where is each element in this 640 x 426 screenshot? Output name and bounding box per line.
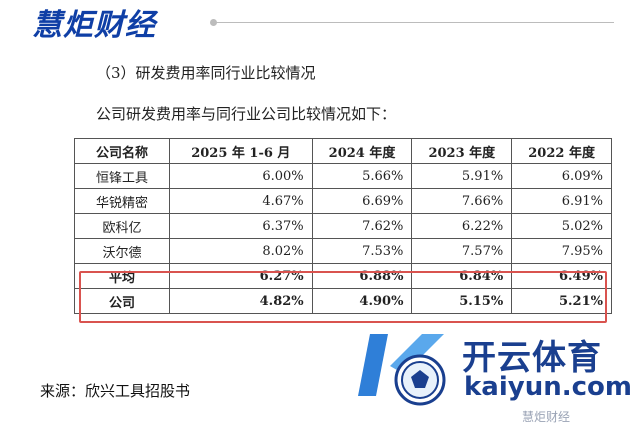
brand-name: 慧炬财经 [32, 8, 156, 43]
value-cell: 5.21% [511, 288, 612, 314]
header-cell: 2025 年 1-6 月 [169, 138, 313, 164]
header-cell: 公司名称 [74, 138, 170, 164]
company-name-cell: 沃尔德 [74, 238, 170, 264]
value-cell: 7.95% [511, 238, 612, 264]
comparison-table: 公司名称 2025 年 1-6 月 2024 年度 2023 年度 2022 年… [74, 138, 612, 314]
company-row: 公司 4.82% 4.90% 5.15% 5.21% [74, 288, 612, 314]
highlight-box [79, 271, 607, 323]
value-cell: 5.66% [311, 163, 413, 189]
watermark: 开云体育 kaiyun.com 慧炬财经 [352, 326, 640, 424]
section-heading: （3）研发费用率同行业比较情况 [96, 64, 316, 82]
value-cell: 6.37% [169, 213, 313, 239]
watermark-cn: 开云体育 [462, 338, 602, 378]
value-cell: 6.09% [511, 163, 612, 189]
table-row: 华锐精密 4.67% 6.69% 7.66% 6.91% [74, 188, 612, 214]
company-name-cell: 恒锋工具 [74, 163, 170, 189]
header-cell: 2023 年度 [411, 138, 513, 164]
value-cell: 6.91% [511, 188, 612, 214]
value-cell: 8.02% [169, 238, 313, 264]
header-divider [214, 22, 614, 23]
brand-logo: 慧炬财经 [32, 4, 156, 43]
value-cell: 6.00% [169, 163, 313, 189]
watermark-logo-icon [358, 334, 446, 406]
header-cell: 2024 年度 [311, 138, 413, 164]
value-cell: 5.02% [511, 213, 612, 239]
value-cell: 7.66% [411, 188, 513, 214]
table-row: 沃尔德 8.02% 7.53% 7.57% 7.95% [74, 238, 612, 264]
table-row: 恒锋工具 6.00% 5.66% 5.91% 6.09% [74, 163, 612, 189]
value-cell: 7.53% [311, 238, 413, 264]
value-cell: 4.82% [169, 288, 313, 314]
table-row: 欧科亿 6.37% 7.62% 6.22% 5.02% [74, 213, 612, 239]
source-caption: 来源：欣兴工具招股书 [40, 382, 191, 400]
value-cell: 5.91% [411, 163, 513, 189]
value-cell: 6.22% [411, 213, 513, 239]
value-cell: 7.57% [411, 238, 513, 264]
value-cell: 4.90% [311, 288, 413, 314]
value-cell: 7.62% [311, 213, 413, 239]
average-label-cell: 平均 [74, 263, 170, 289]
watermark-url: kaiyun.com [464, 372, 632, 402]
company-name-cell: 华锐精密 [74, 188, 170, 214]
value-cell: 6.69% [311, 188, 413, 214]
table-header-row: 公司名称 2025 年 1-6 月 2024 年度 2023 年度 2022 年… [74, 138, 612, 164]
header-cell: 2022 年度 [511, 138, 612, 164]
intro-text: 公司研发费用率与同行业公司比较情况如下： [96, 105, 397, 123]
watermark-sub: 慧炬财经 [522, 410, 571, 424]
value-cell: 5.15% [411, 288, 513, 314]
value-cell: 4.67% [169, 188, 313, 214]
header-dot [210, 19, 217, 26]
company-name-cell: 欧科亿 [74, 213, 170, 239]
company-label-cell: 公司 [74, 288, 170, 314]
